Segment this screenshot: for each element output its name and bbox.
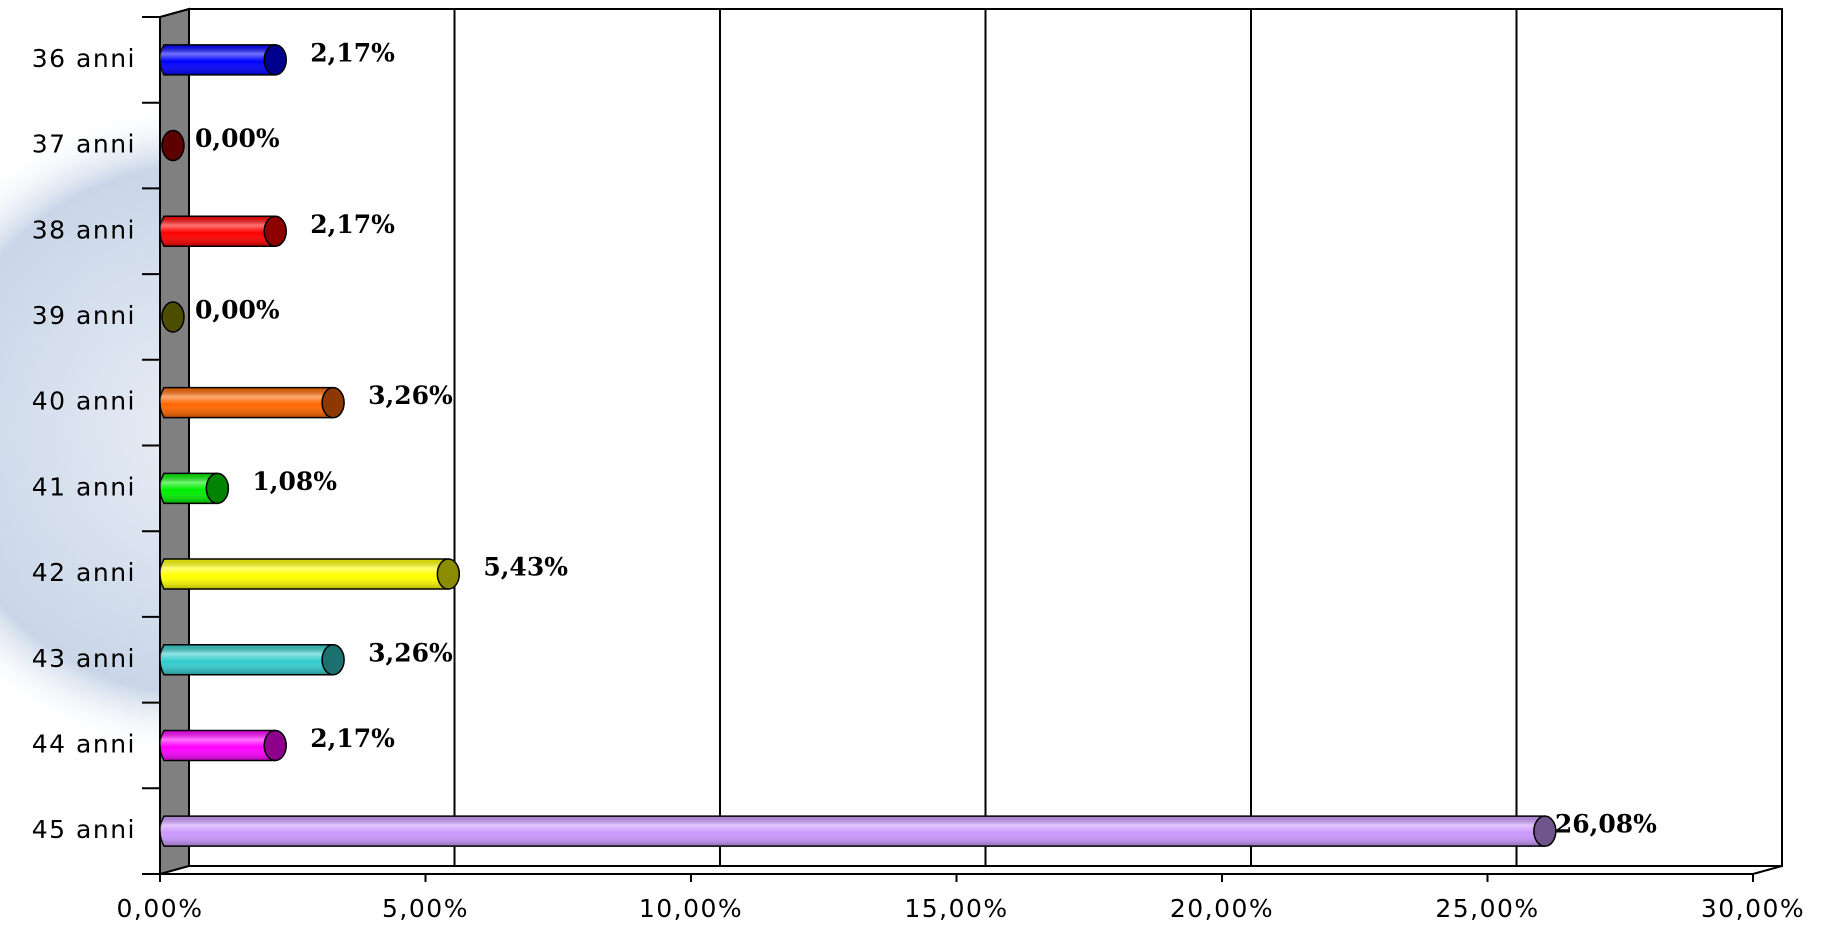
y-tick-label: 36 anni: [32, 44, 136, 73]
value-label: 3,26%: [368, 638, 453, 667]
bar-cap: [1533, 815, 1557, 847]
bar-shine: [160, 44, 276, 75]
floor-edge: [160, 865, 1783, 875]
value-label: 26,08%: [1555, 810, 1657, 839]
value-label: 2,17%: [310, 38, 395, 67]
y-tick-label: 40 anni: [32, 387, 136, 416]
value-label: 0,00%: [195, 295, 280, 324]
y-tick-label: 39 anni: [32, 301, 136, 330]
y-tick-label: 42 anni: [32, 558, 136, 587]
x-tick-label: 15,00%: [904, 894, 1008, 923]
value-label: 2,17%: [310, 724, 395, 753]
y-tick-label: 37 anni: [32, 130, 136, 159]
bar: [161, 301, 185, 333]
x-tick-label: 30,00%: [1701, 894, 1805, 923]
bar-cap: [205, 472, 230, 505]
bar-shine: [160, 644, 334, 675]
x-tick-label: 20,00%: [1170, 894, 1274, 923]
bar-shine: [160, 387, 334, 418]
x-tick-label: 5,00%: [382, 894, 469, 923]
bar-shine: [160, 730, 276, 761]
y-tick-label: 44 anni: [32, 729, 136, 758]
bar-shine: [160, 559, 449, 590]
bar-shine: [160, 216, 276, 247]
bar-shine: [160, 473, 218, 504]
value-label: 3,26%: [368, 381, 453, 410]
x-tick-label: 10,00%: [639, 894, 743, 923]
x-tick-label: 25,00%: [1435, 894, 1539, 923]
value-label: 2,17%: [310, 210, 395, 239]
bar-cap: [436, 558, 461, 590]
bar-shine: [160, 816, 1545, 847]
bar-cap: [263, 215, 287, 247]
y-tick-label: 38 anni: [32, 215, 136, 244]
bar-cap: [321, 386, 345, 419]
y-tick-label: 45 anni: [32, 815, 136, 844]
bar-cap: [263, 44, 287, 76]
y-tick-label: 41 anni: [32, 472, 136, 501]
value-label: 1,08%: [252, 467, 337, 496]
bar: [161, 129, 185, 162]
value-label: 0,00%: [195, 124, 280, 153]
bar-cap: [263, 729, 287, 762]
x-tick-label: 0,00%: [117, 894, 204, 923]
value-label: 5,43%: [483, 553, 568, 582]
bar-cap: [321, 644, 345, 676]
y-tick-label: 43 anni: [32, 644, 136, 673]
